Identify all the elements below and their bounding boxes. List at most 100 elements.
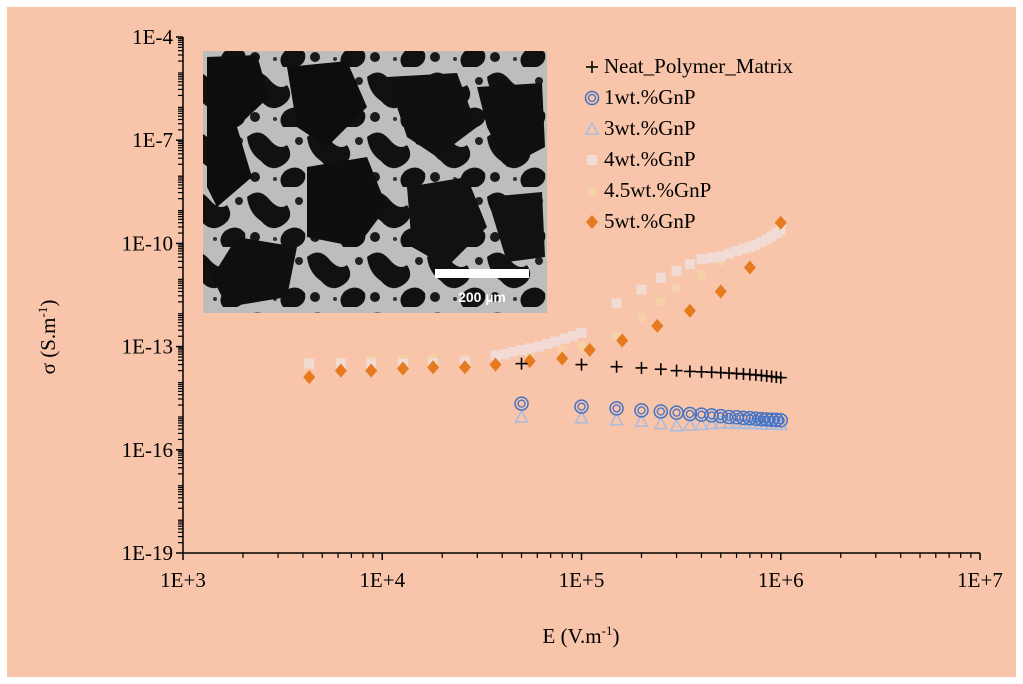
marker-ring-inner [685, 409, 695, 419]
marker-diamond [616, 333, 629, 348]
marker-diamond [651, 318, 664, 333]
data-point [499, 349, 510, 360]
marker-square [541, 338, 552, 349]
marker-diamond [586, 215, 598, 229]
data-point [556, 351, 569, 366]
marker-dot [557, 344, 568, 355]
series-0 [515, 357, 787, 384]
data-point [576, 341, 587, 352]
data-point [731, 246, 742, 257]
y-axis-title: σ (S.m-1) [35, 300, 60, 375]
data-point [655, 296, 666, 307]
data-point [773, 416, 789, 431]
legend-marker [584, 121, 600, 135]
marker-square [304, 358, 315, 369]
marker-dot [576, 341, 587, 352]
legend-marker [586, 215, 598, 229]
marker-square [636, 284, 647, 295]
data-point [490, 350, 501, 361]
y-tick-label: 1E-7 [132, 128, 173, 152]
data-point [576, 327, 587, 338]
inset-scale-bar [435, 269, 529, 278]
marker-ring-outer [634, 403, 649, 418]
marker-square [655, 272, 666, 283]
data-point [507, 346, 518, 357]
marker-square [516, 344, 527, 355]
marker-triangle [574, 410, 589, 424]
marker-square [533, 341, 544, 352]
x-tick-label: 1E+6 [758, 568, 804, 592]
data-point [774, 371, 787, 384]
data-point [366, 358, 377, 369]
marker-triangle [669, 418, 684, 432]
x-tick-label: 1E+3 [160, 568, 206, 592]
legend-label: 5wt.%GnP [604, 209, 696, 233]
marker-square [696, 254, 707, 265]
y-tick-label: 1E-10 [122, 231, 173, 255]
marker-dot [655, 296, 666, 307]
marker-diamond [714, 284, 727, 299]
data-point [489, 357, 502, 372]
marker-square [507, 346, 518, 357]
data-point [671, 283, 682, 294]
data-point [304, 358, 315, 369]
marker-ring-outer [584, 90, 600, 106]
marker-ring-outer [653, 404, 669, 419]
data-point [567, 331, 578, 342]
data-point [609, 401, 624, 416]
y-tick-label: 1E-4 [132, 25, 173, 49]
marker-diamond [396, 361, 409, 376]
marker-ring-outer [773, 413, 788, 428]
marker-square [499, 349, 510, 360]
marker-square [524, 343, 535, 354]
data-point [651, 318, 664, 333]
marker-ring-outer [574, 399, 589, 414]
series-1 [514, 396, 788, 428]
y-tick-label: 1E-16 [122, 438, 173, 462]
data-point [458, 360, 471, 375]
data-point [671, 265, 682, 276]
legend-label: 4.5wt.%GnP [604, 178, 711, 202]
data-point [574, 399, 589, 414]
data-point [715, 251, 726, 262]
marker-dot [636, 312, 647, 323]
marker-diamond [523, 354, 536, 369]
data-point [516, 344, 527, 355]
data-point [550, 336, 561, 347]
legend-marker [584, 90, 600, 106]
data-point [616, 333, 629, 348]
data-point [634, 403, 649, 418]
marker-diamond [489, 357, 502, 372]
data-point [713, 408, 729, 424]
series-2 [514, 409, 789, 432]
data-point [653, 404, 669, 419]
data-point [704, 408, 719, 423]
data-point [696, 254, 707, 265]
marker-square [335, 358, 346, 369]
marker-diamond [365, 363, 378, 378]
marker-diamond [583, 342, 596, 357]
marker-diamond [427, 360, 440, 375]
data-point [724, 248, 735, 259]
marker-square [559, 333, 570, 344]
data-point [583, 342, 596, 357]
marker-square [567, 331, 578, 342]
marker-triangle [682, 417, 698, 431]
marker-ring-inner [776, 416, 785, 425]
data-point [743, 260, 756, 275]
data-point [365, 363, 378, 378]
data-point [533, 341, 544, 352]
marker-triangle [634, 413, 649, 427]
data-point [559, 333, 570, 344]
minor-ticks [178, 37, 972, 558]
y-tick-label: 1E-13 [122, 335, 173, 359]
marker-triangle [609, 412, 624, 426]
x-tick-label: 1E+5 [559, 568, 605, 592]
marker-ring-outer [669, 405, 684, 420]
data-point [635, 361, 648, 374]
data-point [756, 236, 767, 247]
y-tick-label: 1E-19 [122, 541, 173, 565]
legend-marker [587, 155, 597, 165]
marker-square [775, 224, 786, 235]
marker-ring-inner [587, 93, 597, 103]
